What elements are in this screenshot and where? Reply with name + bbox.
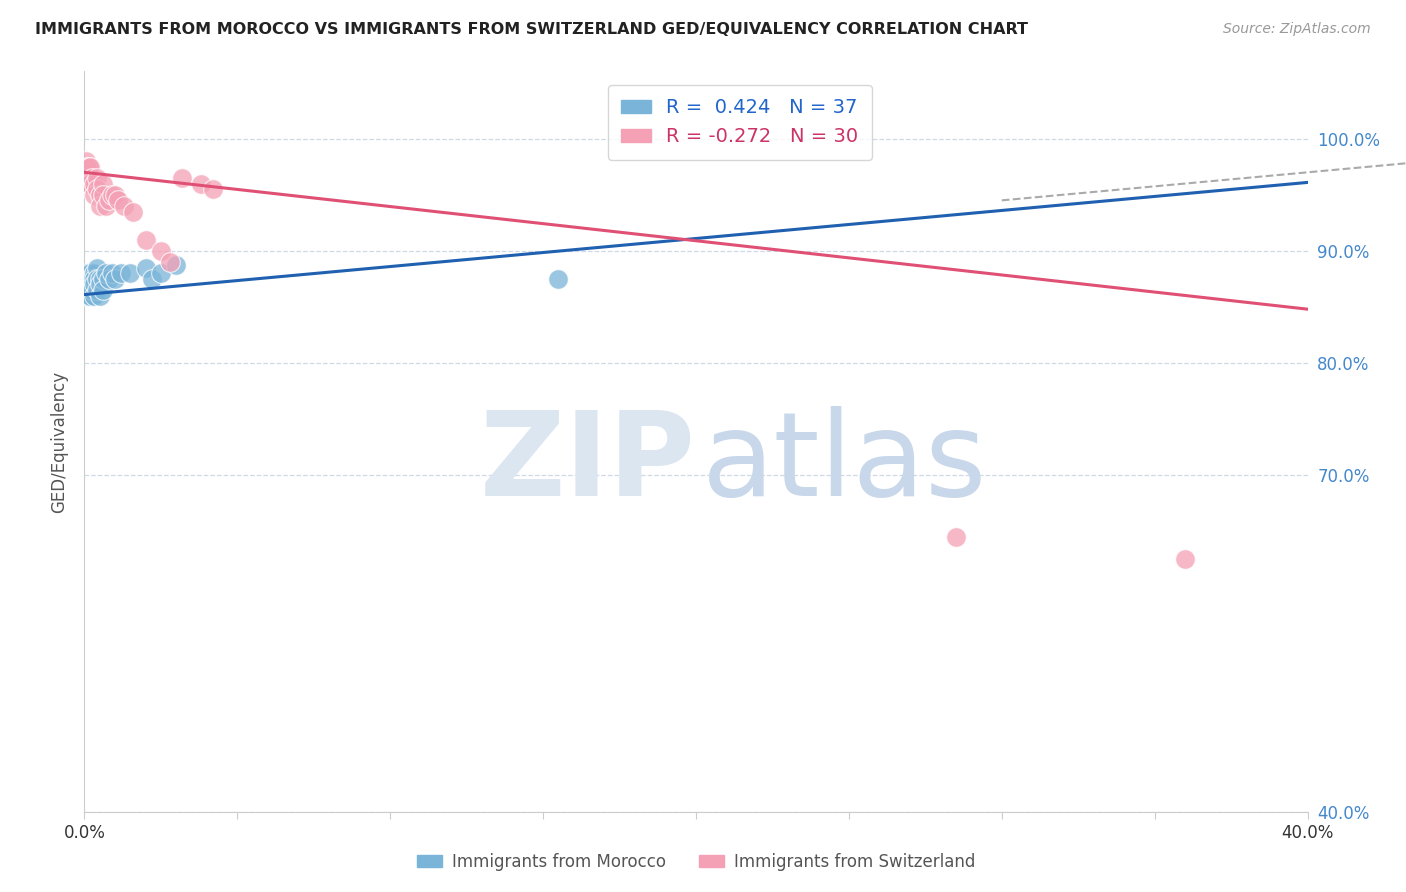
- Point: [91, 272, 114, 286]
- Point: [110, 266, 132, 280]
- Point: [89, 199, 111, 213]
- Text: ZIP: ZIP: [479, 406, 696, 521]
- Point: [149, 266, 172, 280]
- Point: [86, 283, 108, 297]
- Legend: Immigrants from Morocco, Immigrants from Switzerland: Immigrants from Morocco, Immigrants from…: [411, 847, 981, 878]
- Point: [75, 272, 97, 286]
- Point: [172, 170, 194, 185]
- Point: [107, 194, 129, 208]
- Point: [190, 177, 212, 191]
- Point: [89, 272, 111, 286]
- Point: [201, 182, 224, 196]
- Point: [76, 266, 98, 280]
- Point: [945, 530, 967, 544]
- Text: atlas: atlas: [702, 406, 987, 521]
- Point: [86, 170, 108, 185]
- Point: [79, 277, 101, 292]
- Point: [79, 289, 101, 303]
- Point: [159, 255, 181, 269]
- Point: [122, 204, 145, 219]
- Point: [79, 160, 101, 174]
- Point: [79, 272, 101, 286]
- Point: [112, 199, 135, 213]
- Point: [83, 289, 105, 303]
- Point: [83, 187, 105, 202]
- Point: [83, 177, 105, 191]
- Point: [94, 199, 117, 213]
- Point: [141, 272, 163, 286]
- Point: [101, 266, 124, 280]
- Point: [165, 259, 187, 273]
- Point: [77, 177, 100, 191]
- Point: [89, 187, 111, 202]
- Point: [83, 272, 105, 286]
- Point: [135, 260, 157, 275]
- Point: [76, 160, 98, 174]
- Point: [77, 160, 100, 174]
- Point: [77, 277, 100, 292]
- Point: [101, 187, 124, 202]
- Point: [76, 283, 98, 297]
- Point: [86, 272, 108, 286]
- Point: [83, 266, 105, 280]
- Point: [97, 272, 120, 286]
- Point: [104, 187, 127, 202]
- Point: [91, 177, 114, 191]
- Point: [76, 272, 98, 286]
- Point: [104, 272, 127, 286]
- Point: [135, 233, 157, 247]
- Point: [547, 272, 569, 286]
- Point: [79, 266, 101, 280]
- Point: [75, 154, 97, 169]
- Point: [76, 289, 98, 303]
- Point: [91, 187, 114, 202]
- Point: [77, 272, 100, 286]
- Point: [80, 283, 103, 297]
- Y-axis label: GED/Equivalency: GED/Equivalency: [49, 370, 67, 513]
- Point: [80, 272, 103, 286]
- Point: [97, 194, 120, 208]
- Point: [86, 260, 108, 275]
- Point: [89, 289, 111, 303]
- Point: [83, 277, 105, 292]
- Text: IMMIGRANTS FROM MOROCCO VS IMMIGRANTS FROM SWITZERLAND GED/EQUIVALENCY CORRELATI: IMMIGRANTS FROM MOROCCO VS IMMIGRANTS FR…: [35, 22, 1028, 37]
- Point: [79, 177, 101, 191]
- Point: [77, 289, 100, 303]
- Point: [1174, 552, 1197, 566]
- Point: [120, 266, 142, 280]
- Point: [91, 283, 114, 297]
- Point: [94, 266, 117, 280]
- Point: [80, 170, 103, 185]
- Point: [149, 244, 172, 258]
- Text: Source: ZipAtlas.com: Source: ZipAtlas.com: [1223, 22, 1371, 37]
- Point: [76, 170, 98, 185]
- Point: [86, 182, 108, 196]
- Point: [75, 277, 97, 292]
- Point: [89, 277, 111, 292]
